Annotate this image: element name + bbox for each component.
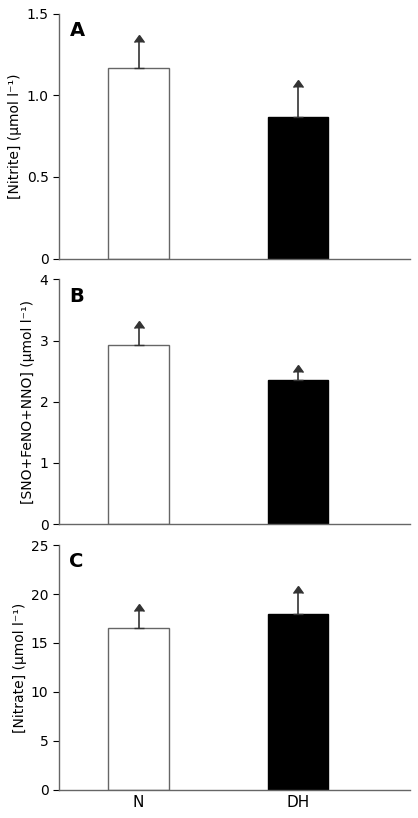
Bar: [268, 614, 329, 790]
Bar: [108, 628, 169, 790]
Y-axis label: [Nitrite] (μmol l⁻¹): [Nitrite] (μmol l⁻¹): [8, 74, 22, 199]
Text: A: A: [69, 21, 84, 40]
Y-axis label: [SNO+FeNO+NNO] (μmol l⁻¹): [SNO+FeNO+NNO] (μmol l⁻¹): [21, 300, 36, 504]
Bar: [268, 117, 329, 258]
Text: B: B: [69, 287, 84, 306]
Text: C: C: [69, 552, 84, 572]
Bar: [108, 345, 169, 524]
Bar: [108, 68, 169, 258]
Bar: [268, 380, 329, 524]
Y-axis label: [Nitrate] (μmol l⁻¹): [Nitrate] (μmol l⁻¹): [13, 602, 27, 733]
